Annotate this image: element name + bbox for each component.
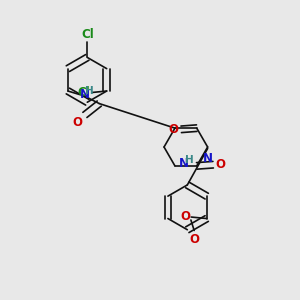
Text: Cl: Cl [81, 28, 94, 41]
Text: H: H [85, 86, 94, 96]
Text: O: O [189, 233, 199, 246]
Text: O: O [215, 158, 226, 171]
Text: O: O [72, 116, 82, 129]
Text: N: N [179, 157, 189, 170]
Text: O: O [168, 123, 178, 136]
Text: N: N [80, 88, 90, 100]
Text: O: O [180, 210, 190, 223]
Text: Cl: Cl [78, 86, 91, 99]
Text: H: H [185, 155, 194, 165]
Text: N: N [203, 152, 213, 165]
